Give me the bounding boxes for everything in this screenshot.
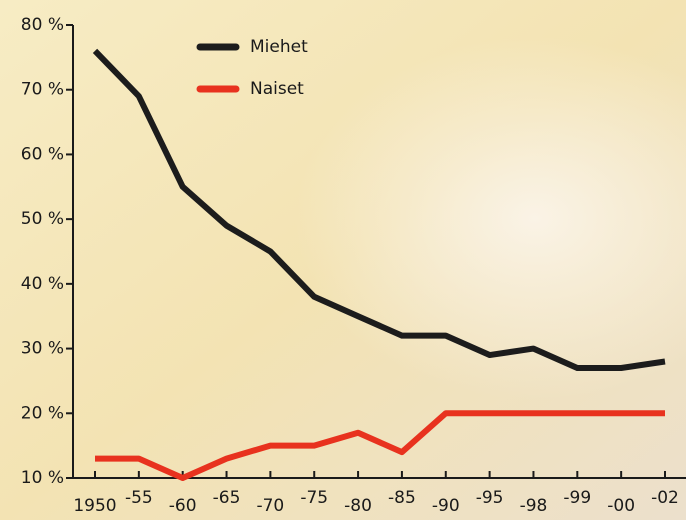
- y-tick-label: 30 %: [21, 339, 64, 359]
- x-tick-label: -99: [563, 488, 591, 508]
- x-tick-label: 1950: [73, 496, 116, 516]
- y-tick-label: 70 %: [21, 80, 64, 100]
- y-tick-label: 20 %: [21, 403, 64, 423]
- x-tick-label: -85: [388, 488, 416, 508]
- x-tick-label: -65: [213, 488, 241, 508]
- y-tick-label: 10 %: [21, 468, 64, 488]
- x-tick-label: -95: [476, 488, 504, 508]
- y-tick-label: 80 %: [21, 15, 64, 35]
- x-tick-label: -75: [300, 488, 328, 508]
- y-tick-label: 40 %: [21, 274, 64, 294]
- background-glow: [0, 0, 686, 520]
- x-tick-label: -80: [344, 496, 372, 516]
- x-tick-label: -90: [432, 496, 460, 516]
- x-tick-label: -00: [607, 496, 635, 516]
- legend-label: Naiset: [250, 79, 304, 99]
- x-tick-label: -02: [651, 488, 679, 508]
- y-tick-label: 50 %: [21, 209, 64, 229]
- x-tick-label: -70: [256, 496, 284, 516]
- x-tick-label: -98: [520, 496, 548, 516]
- x-tick-label: -55: [125, 488, 153, 508]
- chart: 10 %20 %30 %40 %50 %60 %70 %80 %1950-55-…: [0, 0, 686, 520]
- y-tick-label: 60 %: [21, 144, 64, 164]
- legend-label: Miehet: [250, 37, 308, 57]
- x-tick-label: -60: [169, 496, 197, 516]
